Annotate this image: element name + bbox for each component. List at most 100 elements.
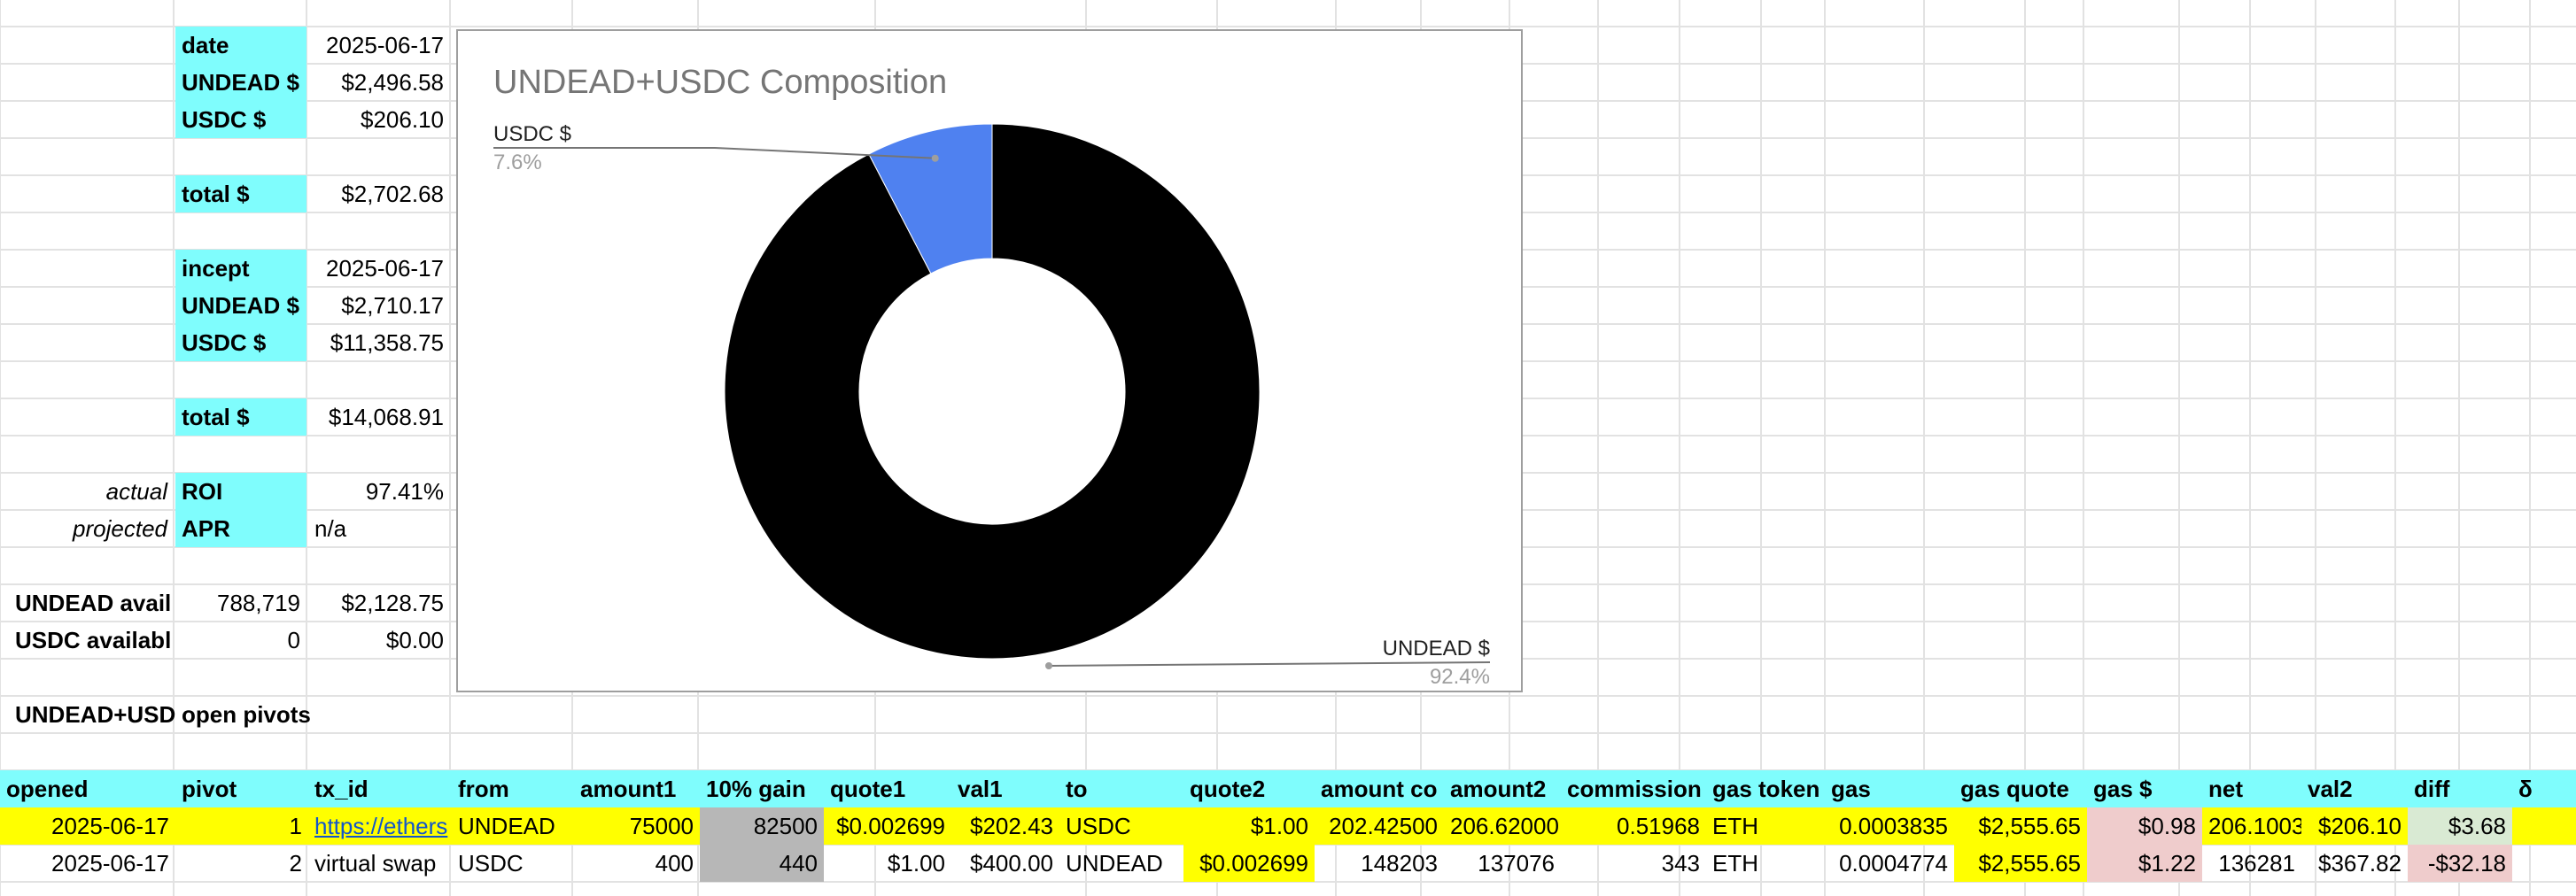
donut-slice-usdc[interactable] [868, 123, 993, 274]
table-cell[interactable]: 440 [700, 845, 824, 882]
usdc-avail-qty[interactable]: 0 [287, 627, 300, 653]
col-header[interactable]: pivot [175, 770, 308, 807]
table-cell[interactable] [2512, 807, 2576, 845]
table-cell[interactable]: $1.00 [1183, 807, 1315, 845]
projected-label[interactable]: projected [73, 515, 167, 542]
col-header[interactable]: opened [0, 770, 175, 807]
col-header[interactable]: δ [2512, 770, 2576, 807]
usdc-label[interactable]: USDC $ [175, 101, 306, 138]
table-cell[interactable]: https://ethers [308, 807, 452, 845]
table-cell[interactable]: 206.1003 [2202, 807, 2301, 845]
col-header[interactable]: gas token [1706, 770, 1825, 807]
table-cell[interactable]: 202.42500 [1315, 807, 1444, 845]
col-header[interactable]: amount2 [1444, 770, 1561, 807]
incept-total-label[interactable]: total $ [175, 398, 306, 436]
apr-label[interactable]: APR [175, 510, 306, 547]
date-label[interactable]: date [175, 27, 306, 64]
table-cell[interactable]: 82500 [700, 807, 824, 845]
table-cell[interactable]: $0.002699 [1183, 845, 1315, 882]
table-cell[interactable]: $202.43 [951, 807, 1059, 845]
table-cell[interactable]: 400 [655, 850, 694, 877]
incept-usdc-label[interactable]: USDC $ [175, 324, 306, 361]
col-header[interactable]: from [452, 770, 574, 807]
table-cell[interactable]: USDC [458, 850, 524, 877]
col-header[interactable]: amount co [1315, 770, 1444, 807]
incept-undead-value[interactable]: $2,710.17 [341, 292, 444, 319]
undead-avail-label[interactable]: UNDEAD avail [15, 590, 172, 616]
col-header[interactable]: amount1 [574, 770, 700, 807]
table-cell[interactable]: $2,555.65 [1954, 845, 2087, 882]
total-label[interactable]: total $ [175, 175, 306, 212]
table-cell[interactable]: 0.0003835 [1825, 807, 1954, 845]
table-cell[interactable]: 2 [289, 850, 302, 877]
table-cell[interactable]: 2025-06-17 [51, 850, 169, 877]
col-header[interactable]: commission [1561, 770, 1706, 807]
incept-total-value[interactable]: $14,068.91 [328, 404, 444, 430]
pivots-subtitle[interactable]: open pivots [182, 701, 311, 728]
col-header[interactable]: tx_id [308, 770, 452, 807]
table-cell[interactable]: 2025-06-17 [0, 807, 175, 845]
table-cell[interactable]: $206.10 [2301, 807, 2408, 845]
table-cell[interactable]: UNDEAD [452, 807, 574, 845]
incept-value[interactable]: 2025-06-17 [326, 255, 444, 282]
col-header[interactable]: quote1 [824, 770, 951, 807]
table-cell[interactable]: $400.00 [970, 850, 1053, 877]
actual-label[interactable]: actual [105, 478, 167, 505]
table-cell[interactable]: 75000 [574, 807, 700, 845]
col-header[interactable]: gas [1825, 770, 1954, 807]
date-value[interactable]: 2025-06-17 [326, 32, 444, 58]
roi-label[interactable]: ROI [175, 473, 306, 510]
apr-value[interactable]: n/a [314, 515, 347, 542]
usdc-value[interactable]: $206.10 [361, 106, 444, 133]
undead-label[interactable]: UNDEAD $ [175, 64, 306, 101]
table-cell[interactable]: virtual swap [314, 850, 437, 877]
total-value[interactable]: $2,702.68 [341, 181, 444, 207]
undead-avail-value[interactable]: $2,128.75 [341, 590, 444, 616]
incept-undead-label[interactable]: UNDEAD $ [175, 287, 306, 324]
roi-value[interactable]: 97.41% [365, 478, 444, 505]
col-header[interactable]: to [1059, 770, 1183, 807]
table-cell[interactable]: UNDEAD [1066, 850, 1163, 877]
undead-value[interactable]: $2,496.58 [341, 69, 444, 96]
incept-label[interactable]: incept [175, 250, 306, 287]
col-header[interactable]: quote2 [1183, 770, 1315, 807]
col-header[interactable]: net [2202, 770, 2301, 807]
table-cell[interactable]: 206.62000 [1444, 807, 1561, 845]
pivots-title[interactable]: UNDEAD+USD [15, 701, 175, 728]
table-cell[interactable]: USDC [1059, 807, 1183, 845]
table-cell[interactable] [2512, 845, 2576, 882]
table-cell[interactable]: ETH [1706, 807, 1825, 845]
table-cell[interactable]: 137076 [1478, 850, 1555, 877]
col-header[interactable]: gas $ [2087, 770, 2202, 807]
table-cell[interactable]: -$32.18 [2408, 845, 2512, 882]
table-cell[interactable]: $367.82 [2318, 850, 2401, 877]
table-cell[interactable]: 0.0004774 [1839, 850, 1948, 877]
col-header[interactable]: 10% gain [700, 770, 824, 807]
col-header[interactable]: diff [2408, 770, 2512, 807]
col-header[interactable]: gas quote [1954, 770, 2087, 807]
col-header[interactable]: val1 [951, 770, 1059, 807]
table-cell[interactable]: 1 [175, 807, 308, 845]
table-cell[interactable]: $2,555.65 [1954, 807, 2087, 845]
table-cell[interactable]: $1.22 [2087, 845, 2202, 882]
donut-chart[interactable]: UNDEAD+USDC Composition USDC $ 7.6% UNDEAD… [456, 29, 1523, 692]
donut-slice-undead[interactable] [724, 123, 1261, 660]
undead-avail-qty[interactable]: 788,719 [217, 590, 300, 616]
col-header[interactable]: val2 [2301, 770, 2408, 807]
chart-title: UNDEAD+USDC Composition [493, 64, 947, 101]
table-cell[interactable]: $1.00 [887, 850, 945, 877]
table-cell[interactable]: $0.002699 [824, 807, 951, 845]
usdc-avail-label[interactable]: USDC availabl [15, 627, 172, 653]
table-cell[interactable]: 343 [1661, 850, 1700, 877]
table-cell[interactable]: 136281 [2218, 850, 2295, 877]
tx-link[interactable]: https://ethers [314, 813, 448, 839]
undead-leader-line [1048, 661, 1491, 667]
usdc-avail-value[interactable]: $0.00 [385, 627, 444, 653]
incept-usdc-value[interactable]: $11,358.75 [330, 329, 444, 356]
table-cell[interactable]: $0.98 [2087, 807, 2202, 845]
table-cell[interactable]: 148203 [1361, 850, 1438, 877]
table-cell[interactable]: $3.68 [2408, 807, 2512, 845]
table-cell[interactable]: 0.51968 [1561, 807, 1706, 845]
table-cell[interactable]: ETH [1712, 850, 1758, 877]
